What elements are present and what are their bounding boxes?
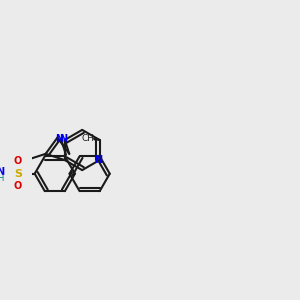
Text: H: H xyxy=(0,174,4,183)
Text: N: N xyxy=(59,134,68,144)
Text: N: N xyxy=(94,155,102,165)
Text: O: O xyxy=(14,156,22,166)
Text: S: S xyxy=(14,169,22,179)
Text: O: O xyxy=(14,181,22,191)
Text: CH₃: CH₃ xyxy=(82,134,98,143)
Text: N: N xyxy=(55,134,63,144)
Text: N: N xyxy=(0,167,4,177)
